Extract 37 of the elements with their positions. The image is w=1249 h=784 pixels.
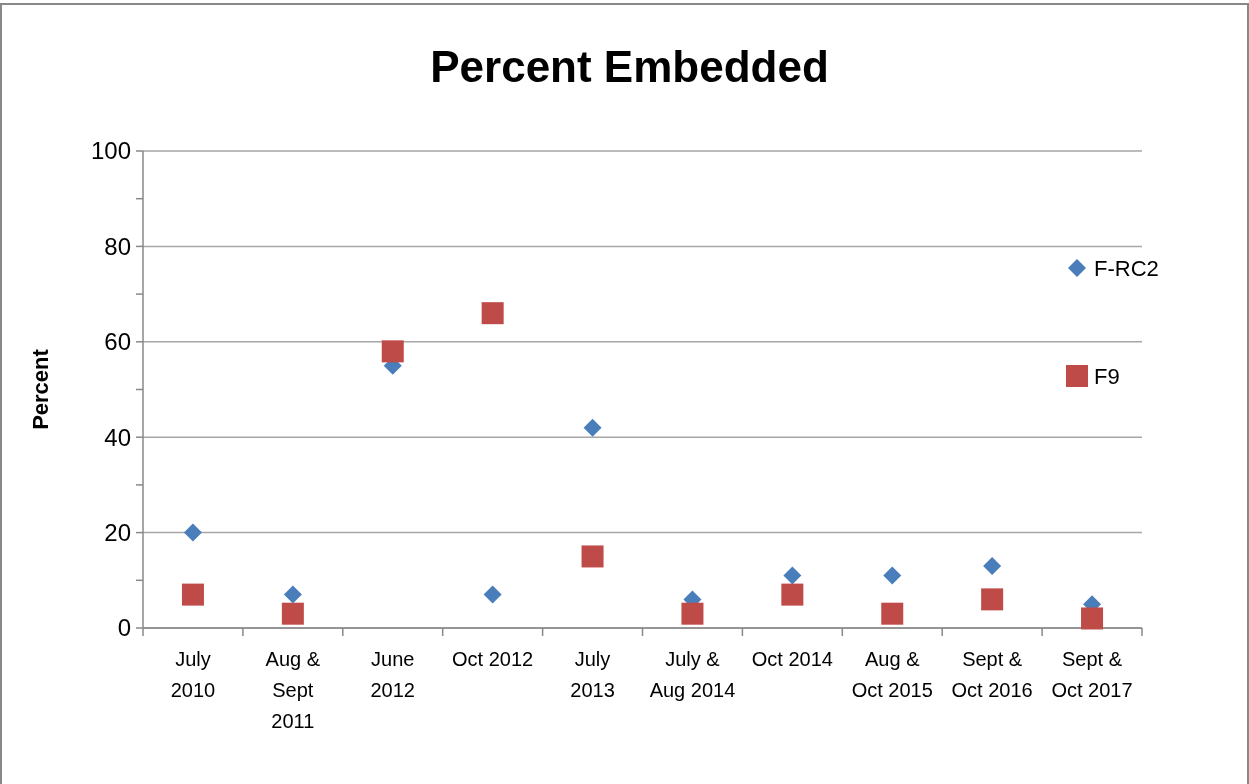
- y-axis-title: Percent: [28, 348, 53, 430]
- x-tick-label: July 2013: [570, 648, 615, 701]
- y-tick-label: 60: [104, 328, 131, 356]
- point: [181, 583, 204, 606]
- point: [483, 585, 502, 604]
- point: [381, 340, 404, 363]
- point: [581, 545, 604, 568]
- x-tick-label: Sept & Oct 2017: [1051, 648, 1133, 701]
- y-tick-label: 0: [117, 614, 131, 642]
- y-tick-label: 40: [104, 423, 131, 451]
- point: [281, 602, 304, 625]
- y-tick-label: 80: [104, 232, 131, 260]
- legend-label: F9: [1094, 363, 1120, 389]
- point: [583, 418, 602, 437]
- point: [681, 602, 704, 625]
- x-tick-label: Sept & Oct 2016: [951, 648, 1033, 701]
- point: [183, 523, 202, 542]
- point: [781, 583, 804, 606]
- chart-title: Percent Embedded: [430, 42, 829, 91]
- point: [881, 602, 904, 625]
- point: [981, 588, 1004, 611]
- x-tick-label: Aug & Sept 2011: [265, 648, 321, 732]
- x-tick-label: Oct 2012: [452, 648, 534, 670]
- point: [1081, 607, 1104, 630]
- x-tick-label: Oct 2014: [751, 648, 833, 670]
- point: [783, 566, 802, 585]
- point: [481, 302, 504, 325]
- x-tick-label: July & Aug 2014: [649, 648, 736, 701]
- x-tick-label: Aug & Oct 2015: [851, 648, 933, 701]
- y-tick-label: 100: [90, 137, 131, 165]
- point: [983, 556, 1002, 575]
- point: [883, 566, 902, 585]
- legend-label: F-RC2: [1094, 255, 1159, 281]
- y-tick-label: 20: [104, 519, 131, 546]
- x-tick-label: July 2010: [170, 648, 216, 701]
- x-tick-label: June 2012: [370, 648, 415, 701]
- point: [283, 585, 302, 604]
